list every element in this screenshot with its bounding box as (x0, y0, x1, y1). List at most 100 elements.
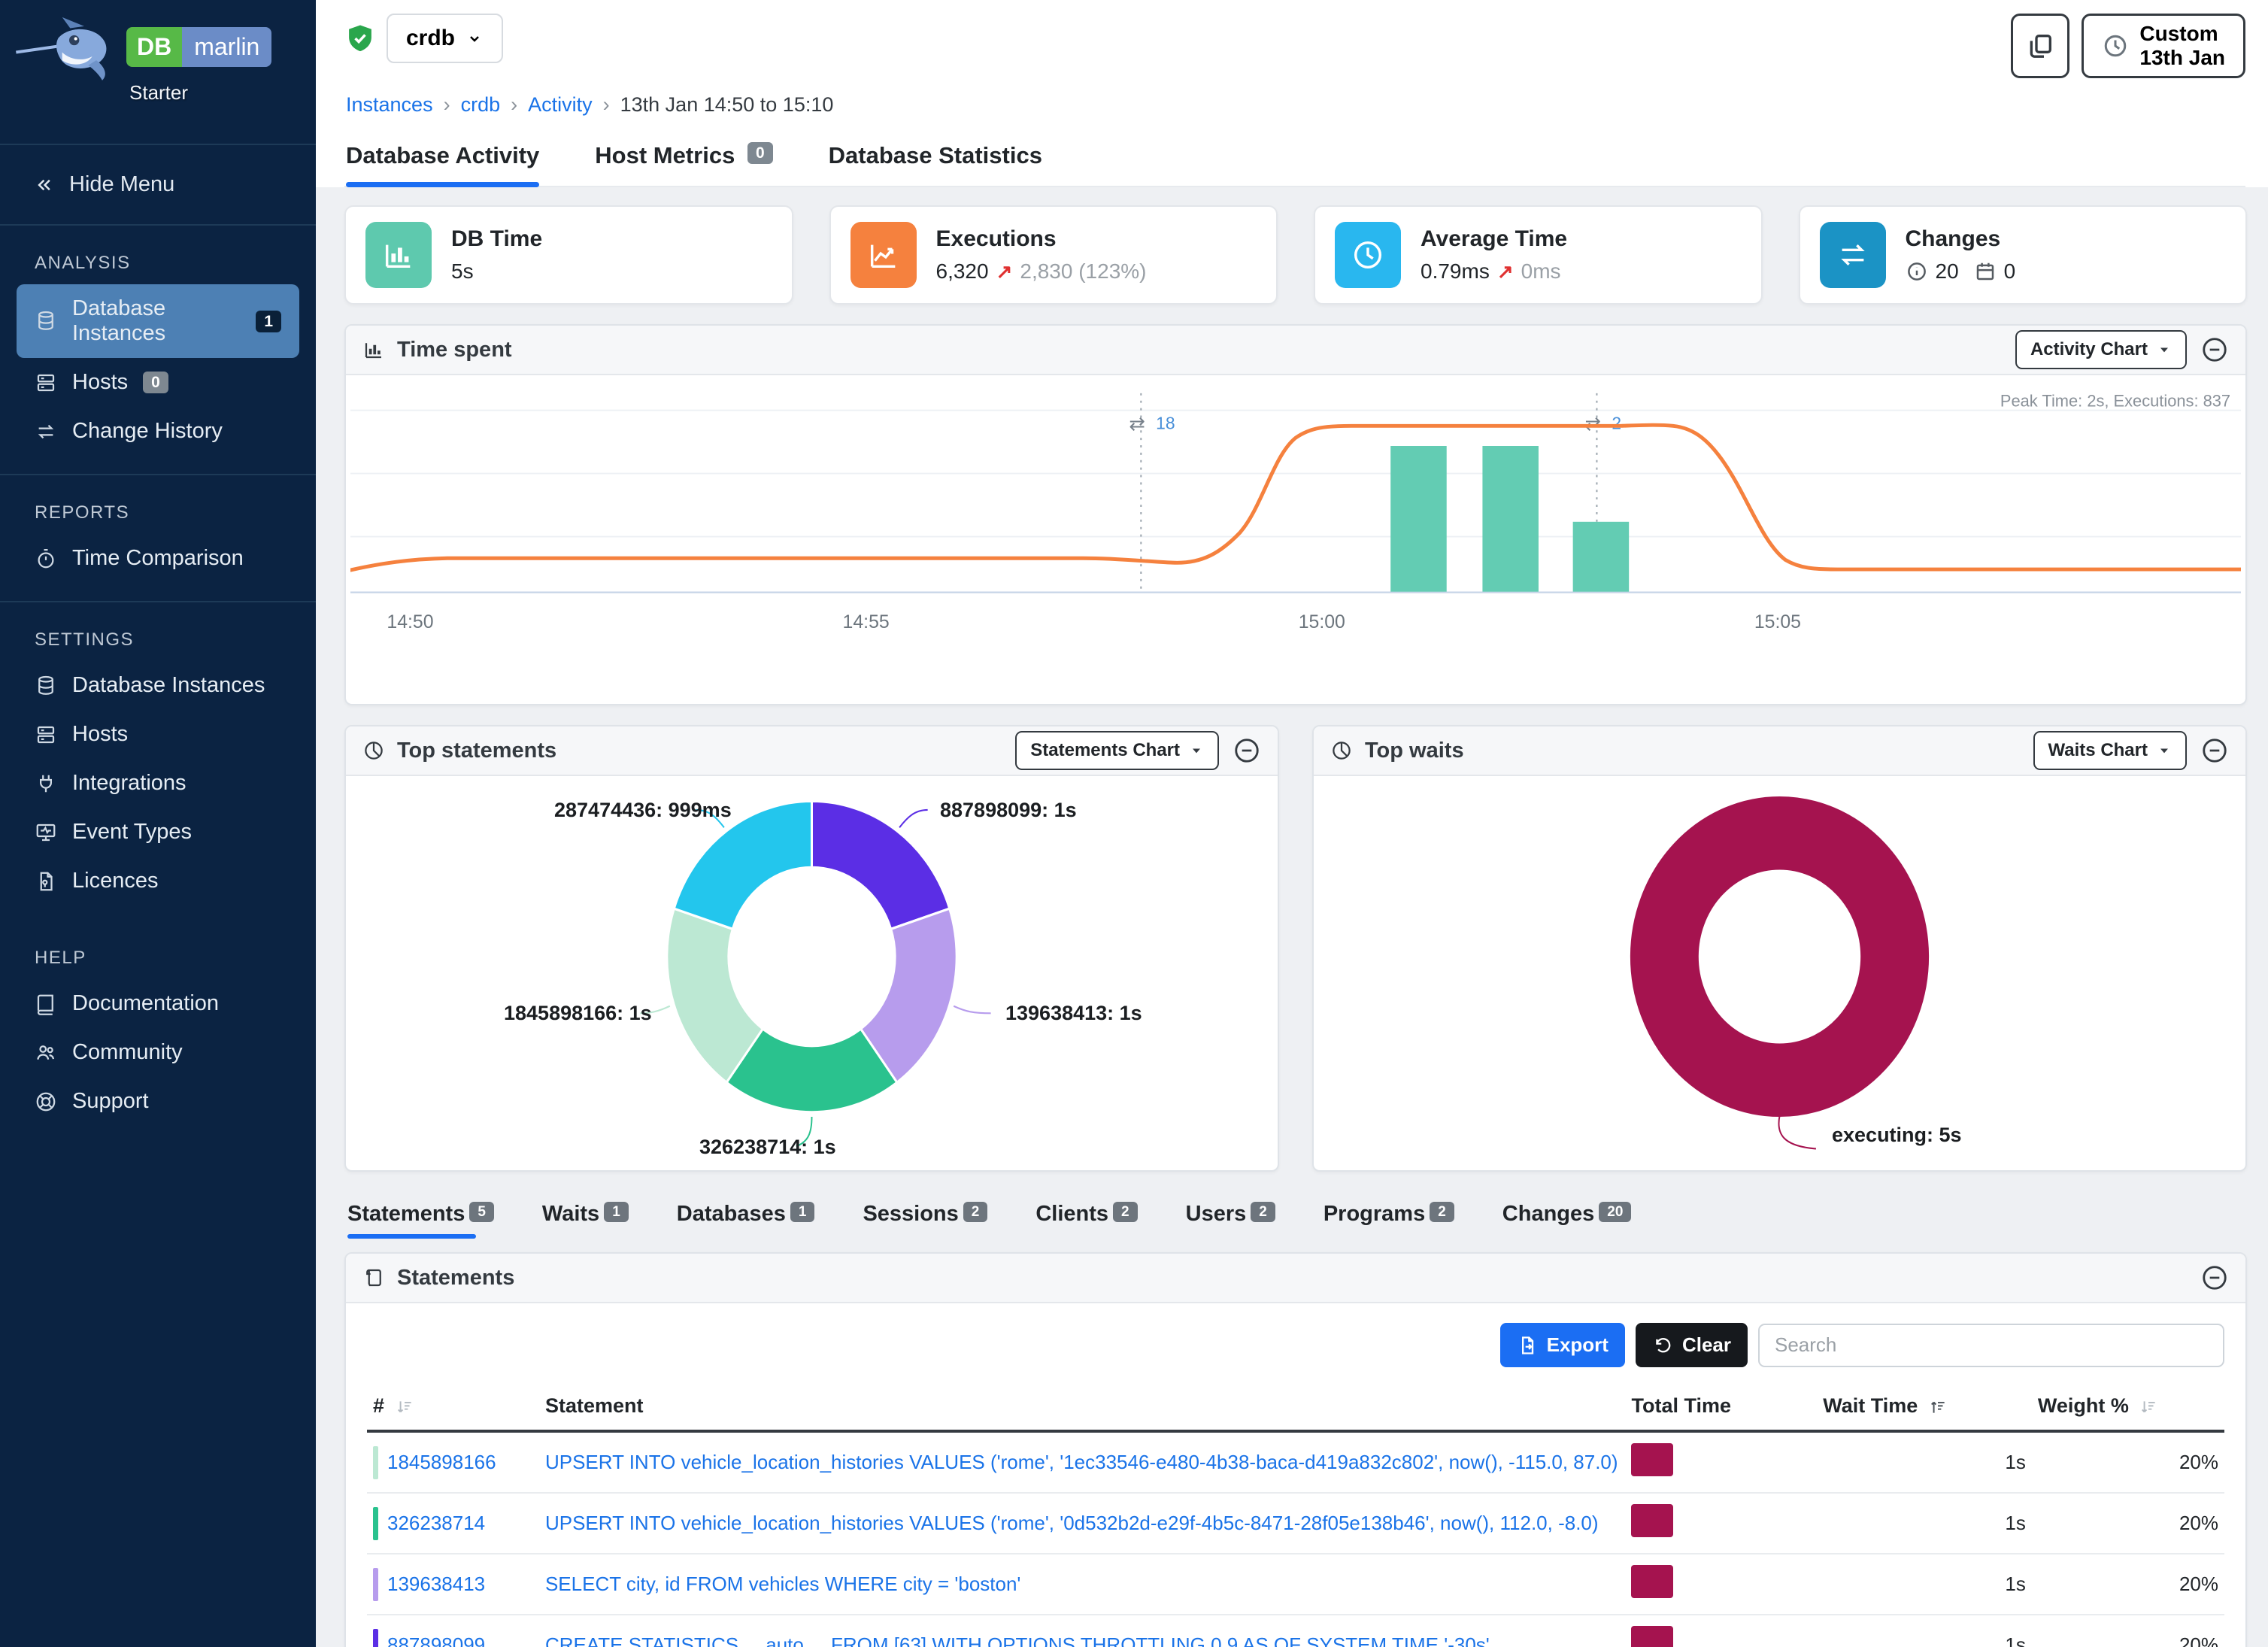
slice-326238714[interactable] (725, 1027, 899, 1114)
tab-label: Changes (1502, 1202, 1595, 1226)
card-title: Changes (1905, 226, 2001, 251)
sidebar-item-settings-hosts[interactable]: Hosts (0, 710, 316, 759)
statement-id-link[interactable]: 326238714 (387, 1512, 486, 1534)
card-value: 0.79ms (1421, 259, 1490, 283)
chart-bars-icon (365, 342, 383, 359)
tab-clients[interactable]: Clients 2 (1035, 1202, 1138, 1239)
tab-users[interactable]: Users 2 (1186, 1202, 1275, 1239)
copy-link-button[interactable] (2011, 14, 2070, 78)
export-button[interactable]: Export (1499, 1323, 1625, 1367)
sidebar-item-licences[interactable]: Licences (0, 857, 316, 905)
tab-label: Databases (676, 1202, 786, 1226)
sidebar-item-label: Change History (72, 419, 223, 443)
slice-139638413[interactable] (859, 907, 958, 1084)
sidebar-item-change-history[interactable]: Change History (0, 407, 316, 456)
statement-text-link[interactable]: SELECT city, id FROM vehicles WHERE city… (544, 1573, 1021, 1595)
panel-title: Top statements (397, 738, 557, 763)
tab-waits[interactable]: Waits 1 (542, 1202, 629, 1239)
change-marker-1[interactable]: ⇄ 18 (1129, 393, 1175, 593)
tab-databases[interactable]: Databases 1 (677, 1202, 815, 1239)
sidebar-section-analysis: ANALYSIS (35, 253, 131, 273)
collapse-panel-button[interactable] (2200, 335, 2229, 364)
collapse-panel-button[interactable] (2200, 1263, 2229, 1292)
col-header-statement[interactable]: Statement (538, 1382, 1626, 1433)
search-input[interactable] (1758, 1323, 2224, 1367)
wait-time-value: 1s (1817, 1493, 2032, 1554)
sidebar-item-database-instances[interactable]: Database Instances 1 (17, 284, 299, 358)
line-chart-icon (850, 222, 917, 288)
leader-line (953, 1005, 991, 1015)
tab-programs[interactable]: Programs 2 (1324, 1202, 1454, 1239)
breadcrumb-crdb-link[interactable]: crdb (460, 93, 501, 116)
activity-chart-select[interactable]: Activity Chart (2015, 330, 2187, 369)
col-header-total-time[interactable]: Total Time (1625, 1382, 1818, 1433)
leader-line (796, 1117, 813, 1148)
card-changes: Changes 20 0 (1798, 205, 2247, 305)
donut-label-139638413: 139638413: 1s (1005, 1002, 1142, 1024)
statements-chart-select[interactable]: Statements Chart (1015, 731, 1219, 770)
slice-887898099[interactable] (811, 799, 951, 931)
sidebar-item-documentation[interactable]: Documentation (0, 979, 316, 1028)
tab-statements[interactable]: Statements 5 (347, 1202, 494, 1239)
breadcrumb-activity-link[interactable]: Activity (528, 93, 593, 116)
time-range-button[interactable]: Custom 13th Jan (2082, 14, 2245, 78)
sidebar-item-community[interactable]: Community (0, 1028, 316, 1077)
leader-line (1778, 1115, 1816, 1150)
statement-id-link[interactable]: 1845898166 (387, 1451, 496, 1473)
sidebar-divider (0, 601, 316, 602)
slice-1845898166[interactable] (666, 907, 765, 1084)
x-tick: 14:50 (387, 612, 433, 632)
pie-chart-icon (365, 742, 383, 760)
clear-label: Clear (1681, 1333, 1731, 1356)
donut-label-1845898166: 1845898166: 1s (504, 1002, 652, 1024)
table-row: 887898099 CREATE STATISTICS __auto__ FRO… (367, 1615, 2224, 1647)
clock-icon (2105, 35, 2127, 57)
tab-badge: 2 (1430, 1202, 1454, 1222)
hide-menu-button[interactable]: Hide Menu (0, 150, 316, 220)
collapse-panel-button[interactable] (1233, 736, 1261, 765)
db-time-line (348, 423, 2243, 572)
clock-icon (1335, 222, 1401, 288)
breadcrumb-instances-link[interactable]: Instances (346, 93, 433, 116)
slice-executing[interactable] (1630, 796, 1930, 1118)
changes-calendar-count: 0 (2003, 259, 2016, 283)
instance-selector-button[interactable]: crdb (387, 14, 504, 63)
tab-database-statistics[interactable]: Database Statistics (829, 142, 1042, 186)
statement-text-link[interactable]: UPSERT INTO vehicle_location_histories V… (544, 1512, 1599, 1534)
clear-button[interactable]: Clear (1635, 1323, 1748, 1367)
card-title: Average Time (1421, 226, 1568, 251)
tab-changes[interactable]: Changes 20 (1502, 1202, 1632, 1239)
col-header-id[interactable]: # (367, 1382, 539, 1433)
statement-text-link[interactable]: CREATE STATISTICS __auto__ FROM [63] WIT… (544, 1633, 1490, 1647)
slice-287474436[interactable] (672, 799, 813, 931)
statement-text-link[interactable]: UPSERT INTO vehicle_location_histories V… (544, 1451, 1618, 1473)
caret-down-icon (1193, 748, 1200, 754)
statements-table: # Statement Total Time Wait Time Weight … (367, 1382, 2224, 1647)
sidebar-item-settings-database-instances[interactable]: Database Instances (0, 661, 316, 710)
top-statements-panel: Top statements Statements Chart (344, 725, 1279, 1172)
waits-chart-select[interactable]: Waits Chart (2033, 731, 2187, 770)
collapse-panel-button[interactable] (2200, 736, 2229, 765)
sidebar-item-label: Hosts (72, 370, 129, 394)
statement-id-link[interactable]: 139638413 (387, 1573, 486, 1595)
leader-line (640, 1005, 671, 1015)
sidebar-divider (0, 144, 316, 145)
server-icon (37, 374, 55, 391)
tab-database-activity[interactable]: Database Activity (346, 142, 540, 187)
col-header-weight[interactable]: Weight % (2031, 1382, 2224, 1433)
sidebar-item-hosts[interactable]: Hosts 0 (0, 358, 316, 407)
sidebar-item-integrations[interactable]: Integrations (0, 759, 316, 808)
info-icon (1907, 262, 1926, 281)
card-executions: Executions 6,320 ↗ 2,830 (123%) (829, 205, 1278, 305)
x-tick: 15:00 (1299, 612, 1345, 632)
sidebar-item-support[interactable]: Support (0, 1077, 316, 1126)
statement-id-link[interactable]: 887898099 (387, 1633, 486, 1647)
sidebar-item-event-types[interactable]: Event Types (0, 808, 316, 857)
tab-host-metrics[interactable]: Host Metrics 0 (595, 142, 773, 186)
sidebar-item-time-comparison[interactable]: Time Comparison (0, 534, 316, 583)
sidebar-item-label: Database Instances (72, 673, 265, 697)
tab-sessions[interactable]: Sessions 2 (863, 1202, 988, 1239)
tab-label: Programs (1323, 1202, 1426, 1226)
health-shield-icon (348, 24, 372, 53)
col-header-wait-time[interactable]: Wait Time (1817, 1382, 2032, 1433)
